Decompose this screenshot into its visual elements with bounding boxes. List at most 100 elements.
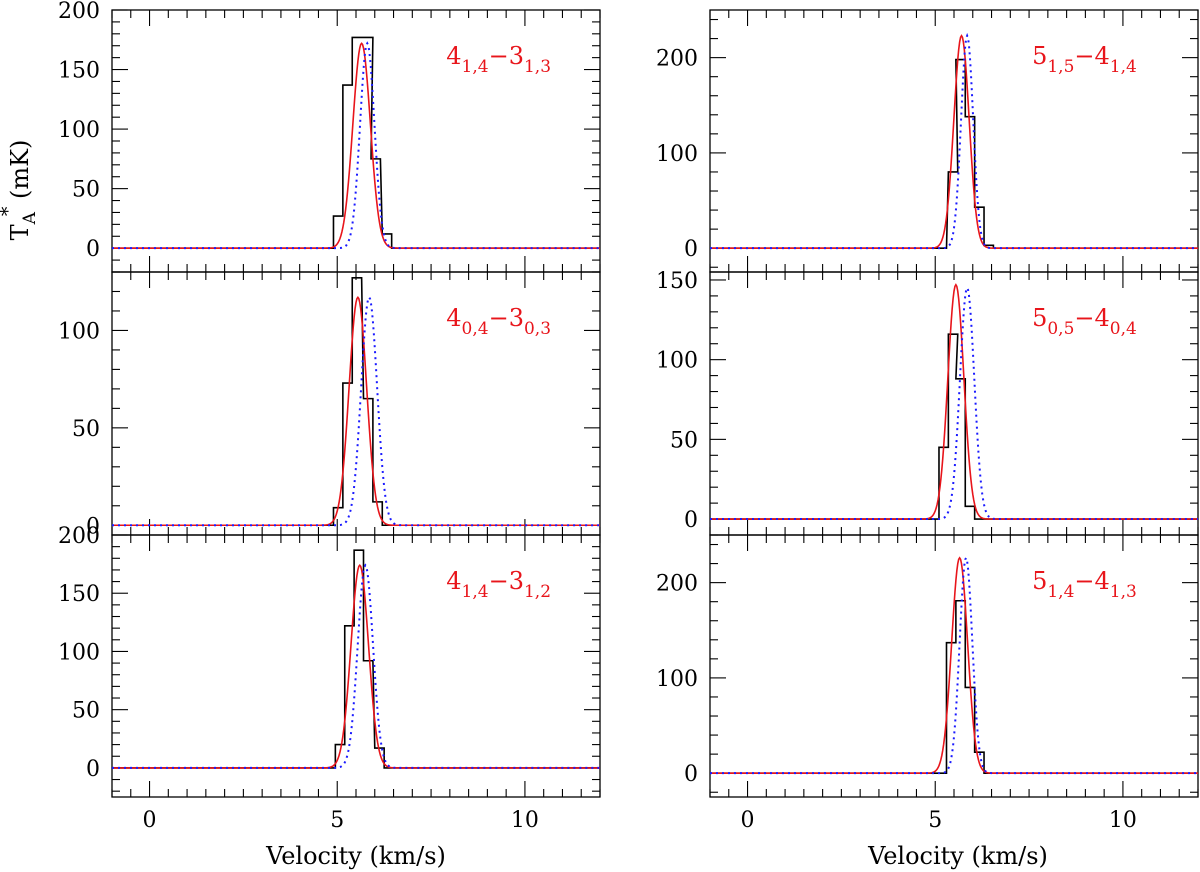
panel-0-0-ytick-label: 150 bbox=[58, 59, 100, 84]
panel-1-0-label-part: 0,4 bbox=[462, 319, 489, 339]
panel-1-1-label-part: 4 bbox=[1095, 304, 1110, 332]
y-axis-label: TA* (mK) bbox=[0, 140, 40, 241]
panel-1-1-observed-spectrum bbox=[710, 333, 1198, 520]
panel-2-1-ytick-label: 200 bbox=[656, 572, 698, 597]
panel-0-0-observed-spectrum bbox=[112, 36, 600, 249]
panel-2-0-frame bbox=[111, 534, 601, 798]
panel-2-1-label-part: 5 bbox=[1032, 567, 1047, 595]
x-axis-label-left: Velocity (km/s) bbox=[265, 842, 446, 870]
panel-0-0-label-part: − bbox=[489, 42, 509, 70]
panel-1-0-ytick-label: 0 bbox=[86, 514, 100, 539]
panel-2-0-label-part: − bbox=[489, 567, 509, 595]
panel-2-0-xtick-label: 10 bbox=[511, 808, 539, 833]
panel-2-0-fitted-profile bbox=[112, 564, 600, 769]
panel-0-1-label-part: 1,4 bbox=[1110, 57, 1137, 77]
panel-0-1-label-part: 5 bbox=[1032, 42, 1047, 70]
panel-2-1-label-part: 4 bbox=[1095, 567, 1110, 595]
panel-2-0-model-profile bbox=[112, 563, 600, 769]
panel-0-1: 0 100 200 51,5−41,4 bbox=[656, 9, 1199, 273]
y-axis-label-main: T bbox=[6, 224, 34, 240]
panel-1-0-ytick-label: 100 bbox=[58, 319, 100, 344]
panel-2-1-label-part: 1,4 bbox=[1047, 582, 1074, 602]
panel-2-0-ytick-label: 150 bbox=[58, 582, 100, 607]
panel-0-0-label-part: 4 bbox=[446, 42, 461, 70]
panel-2-0-xtick-label: 0 bbox=[143, 808, 157, 833]
y-axis-label-sub: A bbox=[20, 211, 40, 225]
panel-1-1-frame bbox=[709, 271, 1199, 536]
panel-0-1-label-part: 1,5 bbox=[1047, 57, 1074, 77]
panel-0-0-label-part: 1,3 bbox=[524, 57, 551, 77]
panel-1-0-label-part: 3 bbox=[509, 304, 524, 332]
panel-1-1: 0 50 100 150 50,5−40,4 bbox=[656, 269, 1199, 536]
panel-1-1-ytick-label: 50 bbox=[670, 428, 698, 453]
panel-0-1-label-part: − bbox=[1074, 42, 1094, 70]
panel-0-1-observed-spectrum bbox=[710, 58, 1198, 249]
panel-2-0-transition-label: 41,4−31,2 bbox=[446, 567, 551, 602]
panel-1-0-frame bbox=[111, 271, 601, 536]
panel-0-1-ytick-label: 0 bbox=[684, 237, 698, 262]
panel-1-1-label-part: 0,4 bbox=[1110, 319, 1137, 339]
panel-2-0-label-part: 1,4 bbox=[462, 582, 489, 602]
panel-2-1-label-part: 1,3 bbox=[1110, 582, 1137, 602]
panel-1-1-label-part: − bbox=[1074, 304, 1094, 332]
panel-0-0-ytick-label: 100 bbox=[58, 118, 100, 143]
panel-0-1-ytick-label: 200 bbox=[656, 47, 698, 72]
panel-1-1-label-part: 5 bbox=[1032, 304, 1047, 332]
panel-0-0-transition-label: 41,4−31,3 bbox=[446, 42, 551, 77]
panel-2-0-label-part: 3 bbox=[509, 567, 524, 595]
panel-2-1-label-part: − bbox=[1074, 567, 1094, 595]
panel-2-1-ytick-label: 100 bbox=[656, 667, 698, 692]
panel-1-0-label-part: − bbox=[489, 304, 509, 332]
y-axis-label-unit: (mK) bbox=[6, 140, 34, 207]
panel-2-1-xtick-label: 5 bbox=[928, 808, 942, 833]
panel-2-1-xtick-label: 0 bbox=[741, 808, 755, 833]
panel-2-1-ytick-label: 0 bbox=[684, 762, 698, 787]
panel-1-0-observed-spectrum bbox=[112, 277, 600, 527]
panel-0-0-ytick-label: 200 bbox=[58, 0, 100, 24]
panel-0-1-label-part: 4 bbox=[1095, 42, 1110, 70]
panel-1-1-ytick-label: 100 bbox=[656, 349, 698, 374]
panel-1-1-label-part: 0,5 bbox=[1047, 319, 1074, 339]
panel-2-0-label-part: 4 bbox=[446, 567, 461, 595]
panel-1-0-label-part: 4 bbox=[446, 304, 461, 332]
panel-2-0-label-part: 1,2 bbox=[524, 582, 551, 602]
panel-0-0-label-part: 1,4 bbox=[462, 57, 489, 77]
panel-0-0-ytick-label: 0 bbox=[86, 237, 100, 262]
panel-2-1-observed-spectrum bbox=[710, 599, 1198, 774]
panel-1-0: 0 50 100 40,4−30,3 bbox=[58, 271, 601, 539]
panel-2-0-ytick-label: 50 bbox=[72, 699, 100, 724]
panel-2-1-xtick-label: 10 bbox=[1109, 808, 1137, 833]
panel-1-1-ytick-label: 0 bbox=[684, 508, 698, 533]
panel-0-0: 0 50 100 150 200 41,4−31,3 bbox=[58, 0, 601, 273]
svg-text:TA* (mK): TA* (mK) bbox=[0, 140, 40, 241]
panel-2-1-frame bbox=[709, 534, 1199, 798]
panel-2-0-ytick-label: 100 bbox=[58, 640, 100, 665]
panel-2-1-transition-label: 51,4−41,3 bbox=[1032, 567, 1137, 602]
panel-1-0-ytick-label: 50 bbox=[72, 417, 100, 442]
panel-0-1-ytick-label: 100 bbox=[656, 142, 698, 167]
panel-1-1-fitted-profile bbox=[710, 283, 1198, 520]
x-axis-label-right: Velocity (km/s) bbox=[867, 842, 1048, 870]
panel-2-0-ytick-label: 0 bbox=[86, 757, 100, 782]
panel-0-1-fitted-profile bbox=[710, 34, 1198, 249]
panel-2-0-ytick-label: 200 bbox=[58, 524, 100, 549]
panel-2-1-model-profile bbox=[710, 555, 1198, 775]
panel-1-0-label-part: 0,3 bbox=[524, 319, 551, 339]
panel-1-0-fitted-profile bbox=[112, 295, 600, 527]
panel-1-1-ytick-label: 150 bbox=[656, 269, 698, 294]
panel-0-0-label-part: 3 bbox=[509, 42, 524, 70]
panel-0-0-frame bbox=[111, 9, 601, 273]
panel-0-1-transition-label: 51,5−41,4 bbox=[1032, 42, 1137, 77]
panel-1-0-transition-label: 40,4−30,3 bbox=[446, 304, 551, 339]
panel-0-0-model-profile bbox=[112, 41, 600, 250]
panel-0-0-ytick-label: 50 bbox=[72, 178, 100, 203]
y-axis-label-sup: * bbox=[0, 206, 19, 216]
panel-2-0-xtick-label: 5 bbox=[330, 808, 344, 833]
panel-1-1-transition-label: 50,5−40,4 bbox=[1032, 304, 1137, 339]
panel-2-0-observed-spectrum bbox=[112, 549, 600, 769]
panel-0-1-model-profile bbox=[710, 32, 1198, 250]
